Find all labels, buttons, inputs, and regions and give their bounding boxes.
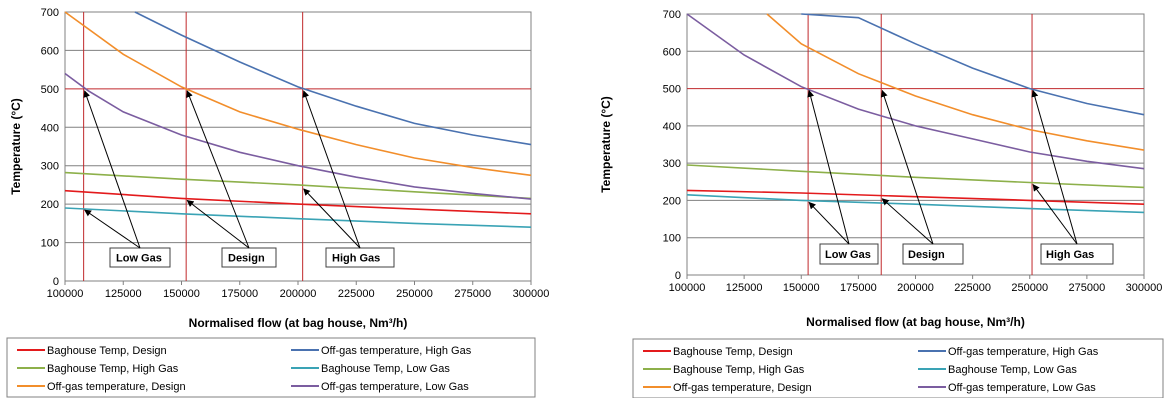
- annotation-label: Design: [228, 253, 265, 265]
- x-tick-label: 175000: [221, 288, 258, 300]
- y-tick-label: 500: [41, 84, 59, 96]
- annotation-label: High Gas: [1046, 249, 1094, 261]
- annotation-arrow: [302, 90, 361, 249]
- annotation-arrow: [807, 89, 850, 245]
- y-tick-label: 300: [663, 158, 681, 170]
- y-tick-label: 600: [663, 46, 681, 58]
- y-tick-label: 200: [41, 199, 59, 211]
- series-line: [801, 13, 1145, 116]
- series-line: [686, 164, 1145, 189]
- legend-label: Baghouse Temp, High Gas: [673, 364, 805, 376]
- annotation-label: High Gas: [332, 253, 380, 265]
- plot-area: [64, 11, 532, 282]
- legend-label: Baghouse Temp, High Gas: [47, 363, 179, 375]
- legend-box: [632, 338, 1164, 398]
- y-tick-label: 100: [41, 238, 59, 250]
- x-tick-label: 300000: [513, 288, 550, 300]
- chart-left: 0 100 200 300 400 500 600 700 100000 125000 150000…: [6, 7, 550, 398]
- x-tick-label: 200000: [280, 288, 317, 300]
- x-tick-label: 175000: [840, 282, 877, 294]
- legend-label: Off-gas temperature, Design: [673, 382, 812, 394]
- y-tick-label: 600: [41, 45, 59, 57]
- annotation-label: Low Gas: [825, 249, 871, 261]
- x-tick-label: 300000: [1126, 282, 1163, 294]
- chart-right: 0 100 200 300 400 500 600 700 100000 125000 150000…: [599, 9, 1164, 398]
- series-line: [134, 11, 532, 146]
- x-tick-label: 200000: [897, 282, 934, 294]
- annotation-arrow: [83, 90, 141, 249]
- x-tick-label: 250000: [396, 288, 433, 300]
- y-tick-label: 100: [663, 233, 681, 245]
- x-tick-label: 125000: [726, 282, 763, 294]
- x-tick-label: 225000: [954, 282, 991, 294]
- x-tick-label: 100000: [669, 282, 706, 294]
- annotation-arrow: [1031, 89, 1078, 245]
- legend-label: Off-gas temperature, Low Gas: [948, 382, 1096, 394]
- annotation-arrow: [808, 201, 850, 245]
- series-line: [64, 72, 532, 200]
- y-tick-label: 400: [41, 122, 59, 134]
- series-line: [766, 13, 1145, 151]
- y-tick-label: 0: [53, 276, 59, 288]
- series-line: [686, 13, 1145, 170]
- annotation-arrow: [84, 209, 141, 249]
- legend-label: Off-gas temperature, High Gas: [321, 345, 472, 357]
- legend-label: Off-gas temperature, High Gas: [948, 346, 1099, 358]
- x-tick-label: 150000: [163, 288, 200, 300]
- legend-box: [6, 337, 536, 398]
- series-line: [686, 189, 1145, 205]
- series-line: [64, 171, 532, 200]
- series-line: [64, 11, 532, 177]
- legend-label: Baghouse Temp, Low Gas: [948, 364, 1077, 376]
- x-axis-title: Normalised flow (at bag house, Nm³/h): [189, 316, 408, 330]
- x-tick-label: 225000: [338, 288, 375, 300]
- x-axis-title: Normalised flow (at bag house, Nm³/h): [806, 315, 1025, 329]
- x-tick-label: 150000: [783, 282, 820, 294]
- series-line: [64, 207, 532, 228]
- y-tick-label: 500: [663, 84, 681, 96]
- annotation-arrow: [186, 199, 250, 249]
- legend-label: Off-gas temperature, Design: [47, 381, 186, 393]
- annotation-arrow: [303, 188, 361, 249]
- legend-label: Off-gas temperature, Low Gas: [321, 381, 469, 393]
- y-tick-label: 200: [663, 195, 681, 207]
- x-tick-label: 275000: [454, 288, 491, 300]
- y-tick-label: 400: [663, 121, 681, 133]
- y-tick-label: 300: [41, 161, 59, 173]
- annotation-arrow: [1032, 183, 1078, 245]
- series-line: [64, 189, 532, 215]
- y-axis-title: Temperature (°C): [599, 96, 613, 193]
- legend-label: Baghouse Temp, Design: [47, 345, 167, 357]
- y-tick-label: 700: [663, 9, 681, 21]
- series-line: [686, 194, 1145, 214]
- x-tick-label: 100000: [47, 288, 84, 300]
- y-axis-title: Temperature (°C): [9, 98, 23, 195]
- x-tick-label: 250000: [1011, 282, 1048, 294]
- annotation-arrow: [186, 90, 250, 249]
- x-tick-label: 125000: [105, 288, 142, 300]
- legend-label: Baghouse Temp, Design: [673, 346, 793, 358]
- y-tick-label: 700: [41, 7, 59, 19]
- annotation-label: Low Gas: [116, 253, 162, 265]
- y-tick-label: 0: [675, 270, 681, 282]
- plot-area: [686, 13, 1145, 276]
- legend-label: Baghouse Temp, Low Gas: [321, 363, 450, 375]
- annotation-label: Design: [908, 249, 945, 261]
- annotation-arrow: [880, 89, 934, 245]
- x-tick-label: 275000: [1069, 282, 1106, 294]
- annotation-arrow: [881, 198, 934, 245]
